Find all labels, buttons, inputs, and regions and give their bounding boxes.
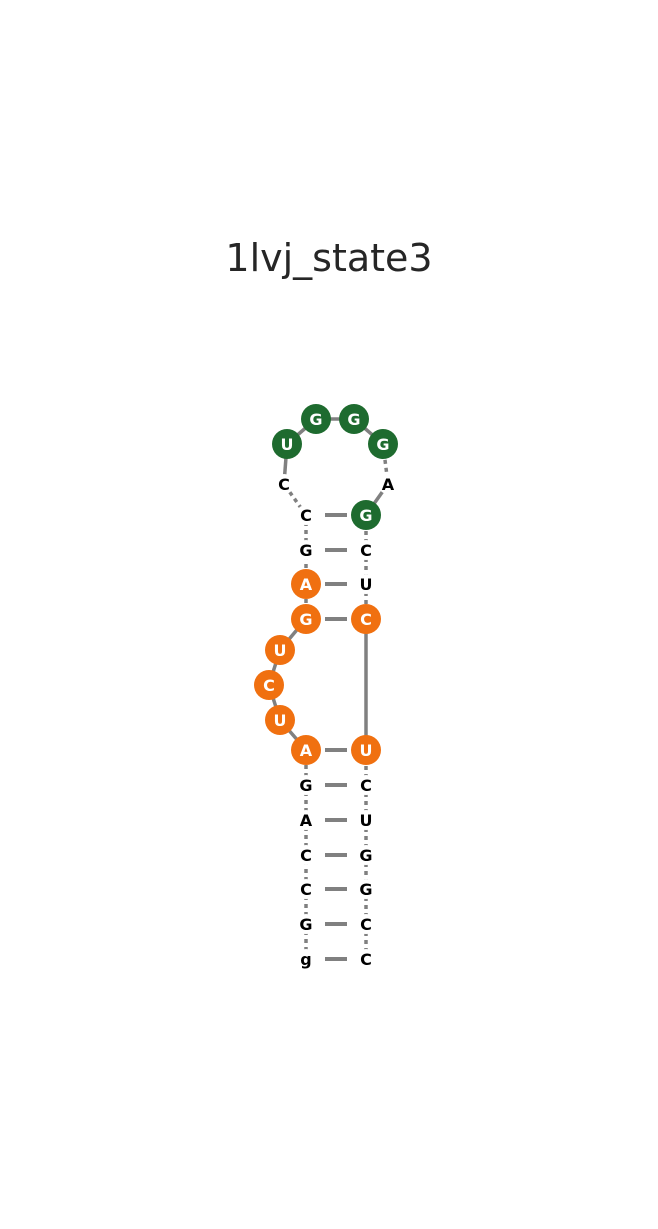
nucleotide-label: C bbox=[300, 880, 312, 899]
nucleotide-marker bbox=[254, 670, 284, 700]
nucleotide-marker bbox=[291, 604, 321, 634]
backbone-layer bbox=[267, 417, 390, 959]
nucleotide: C bbox=[254, 670, 284, 700]
nucleotide: A bbox=[291, 569, 321, 599]
nucleotide-label: G bbox=[359, 846, 372, 865]
nucleotide-marker bbox=[356, 949, 376, 969]
nucleotide: G bbox=[339, 404, 369, 434]
nucleotide-marker bbox=[272, 429, 302, 459]
nucleotide-marker bbox=[356, 879, 376, 899]
nucleotide-marker bbox=[378, 474, 398, 494]
nucleotide-marker bbox=[356, 540, 376, 560]
nucleotide-marker bbox=[368, 429, 398, 459]
nucleotide: C bbox=[274, 474, 294, 494]
nucleotide-marker bbox=[296, 775, 316, 795]
nucleotide-label: G bbox=[359, 880, 372, 899]
nucleotide-label: U bbox=[274, 641, 287, 660]
nucleotide-label: U bbox=[281, 435, 294, 454]
nucleotide-label: A bbox=[300, 741, 313, 760]
nucleotide-label: G bbox=[299, 776, 312, 795]
nucleotide-label: A bbox=[300, 811, 313, 830]
nucleotide: G bbox=[301, 404, 331, 434]
nucleotide-label: U bbox=[360, 575, 373, 594]
nucleotide-marker bbox=[351, 604, 381, 634]
diagram-title: 1lvj_state3 bbox=[225, 236, 433, 280]
nucleotide-marker bbox=[274, 474, 294, 494]
nucleotide: g bbox=[296, 949, 316, 969]
base-pair-layer bbox=[325, 513, 347, 961]
nucleotide-marker bbox=[339, 404, 369, 434]
nucleotide: C bbox=[296, 505, 316, 525]
nucleotide-marker bbox=[351, 735, 381, 765]
nucleotide-label: C bbox=[360, 610, 372, 629]
nucleotide: G bbox=[356, 879, 376, 899]
nucleotide: C bbox=[356, 540, 376, 560]
nucleotide-label: G bbox=[299, 610, 312, 629]
nucleotide: C bbox=[296, 879, 316, 899]
nucleotide-marker bbox=[301, 404, 331, 434]
nucleotide-marker bbox=[351, 500, 381, 530]
nucleotide-label: G bbox=[299, 915, 312, 934]
nucleotide: A bbox=[291, 735, 321, 765]
nucleotide-label: C bbox=[360, 776, 372, 795]
nucleotide-label: C bbox=[360, 915, 372, 934]
nucleotide: C bbox=[356, 949, 376, 969]
nucleotide-marker bbox=[296, 845, 316, 865]
nucleotide: G bbox=[296, 540, 316, 560]
nucleotide-marker bbox=[265, 635, 295, 665]
nucleotide-marker bbox=[356, 810, 376, 830]
nucleotide-marker bbox=[296, 914, 316, 934]
nucleotide: C bbox=[296, 845, 316, 865]
nucleotide-marker bbox=[296, 505, 316, 525]
nucleotide-label: U bbox=[360, 811, 373, 830]
nucleotide-label: G bbox=[299, 541, 312, 560]
nucleotide-label: A bbox=[382, 475, 395, 494]
nucleotide-marker bbox=[296, 949, 316, 969]
nucleotide: A bbox=[296, 810, 316, 830]
nucleotide: U bbox=[356, 574, 376, 594]
nucleotide: G bbox=[351, 500, 381, 530]
nucleotide-label: G bbox=[347, 410, 360, 429]
nucleotide-marker bbox=[291, 735, 321, 765]
nucleotide-label: g bbox=[300, 950, 311, 969]
nucleotide: U bbox=[351, 735, 381, 765]
nucleotide: G bbox=[291, 604, 321, 634]
nucleotide: C bbox=[356, 914, 376, 934]
nucleotide-marker bbox=[356, 914, 376, 934]
nucleotide: G bbox=[296, 914, 316, 934]
nucleotide-marker bbox=[356, 845, 376, 865]
nucleotide-marker bbox=[296, 540, 316, 560]
nucleotide-label: C bbox=[360, 950, 372, 969]
nucleotide-marker bbox=[291, 569, 321, 599]
nucleotide-marker bbox=[265, 705, 295, 735]
nucleotide-label: U bbox=[360, 741, 373, 760]
nucleotide-marker bbox=[356, 775, 376, 795]
nucleotide-label: C bbox=[278, 475, 290, 494]
nucleotide-label: G bbox=[309, 410, 322, 429]
nucleotide: A bbox=[378, 474, 398, 494]
nucleotide-label: C bbox=[300, 506, 312, 525]
nucleotide: G bbox=[356, 845, 376, 865]
nucleotide: U bbox=[265, 705, 295, 735]
nucleotide: U bbox=[265, 635, 295, 665]
nucleotide-label: G bbox=[359, 506, 372, 525]
nucleotide: U bbox=[272, 429, 302, 459]
nucleotide: C bbox=[356, 775, 376, 795]
nucleotide-label: C bbox=[360, 541, 372, 560]
nucleotide-label: C bbox=[300, 846, 312, 865]
nucleotide: C bbox=[351, 604, 381, 634]
nucleotide-marker bbox=[296, 810, 316, 830]
nucleotide-marker bbox=[356, 574, 376, 594]
nucleotide-label: A bbox=[300, 575, 313, 594]
backbone-link bbox=[282, 482, 308, 517]
nucleotide-label: U bbox=[274, 711, 287, 730]
nucleotide-label: C bbox=[263, 676, 275, 695]
nucleotide: G bbox=[296, 775, 316, 795]
nucleotide-marker bbox=[296, 879, 316, 899]
nucleotide: U bbox=[356, 810, 376, 830]
nucleotide: G bbox=[368, 429, 398, 459]
nucleotide-label: G bbox=[376, 435, 389, 454]
